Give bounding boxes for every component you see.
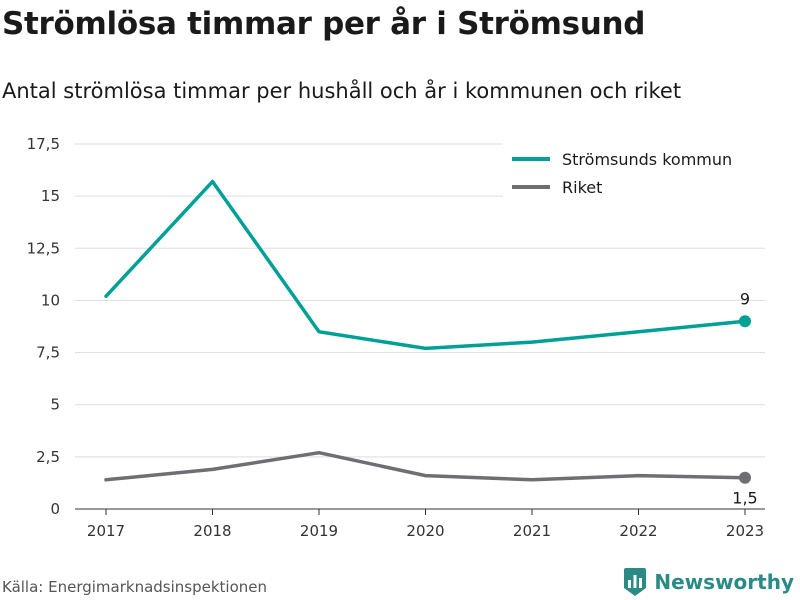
x-tick-label: 2023 — [726, 522, 764, 540]
data-label: 9 — [740, 289, 750, 308]
series-lines: 91,5 — [104, 179, 758, 508]
brand-logo: Newsworthy — [624, 568, 794, 596]
legend: Strömsunds kommun Riket — [503, 140, 765, 202]
legend-background — [503, 140, 765, 202]
legend-label: Strömsunds kommun — [562, 150, 732, 169]
brand-name: Newsworthy — [654, 570, 794, 594]
x-tick-label: 2020 — [406, 522, 444, 540]
series-end-point — [739, 315, 751, 328]
y-tick-label: 15 — [41, 187, 60, 205]
source-note: Källa: Energimarknadsinspektionen — [2, 578, 268, 596]
series-line-riket — [104, 450, 747, 482]
y-tick-label: 7,5 — [36, 344, 60, 362]
y-tick-label: 5 — [50, 396, 60, 414]
x-tick-label: 2021 — [513, 522, 551, 540]
chart-title: Strömlösa timmar per år i Strömsund — [2, 6, 646, 42]
y-tick-label: 10 — [41, 291, 60, 309]
y-tick-label: 2,5 — [36, 448, 60, 466]
line-chart: 0 2,5 5 7,5 10 12,5 15 17,5 2017 2018 2019 2020 202… — [27, 135, 765, 540]
series-line-kommun — [104, 179, 747, 351]
x-tick-label: 2017 — [87, 522, 125, 540]
grid-lines — [75, 143, 765, 510]
chart-subtitle: Antal strömlösa timmar per hushåll och å… — [2, 79, 682, 103]
x-tick-label: 2018 — [193, 522, 231, 540]
x-axis-ticks: 2017 2018 2019 2020 2021 2022 2023 — [87, 509, 764, 540]
y-tick-label: 17,5 — [27, 135, 60, 153]
newsworthy-logo-icon — [624, 568, 647, 596]
y-tick-label: 0 — [50, 500, 60, 518]
x-tick-label: 2019 — [300, 522, 338, 540]
x-tick-label: 2022 — [619, 522, 657, 540]
y-axis-ticks: 0 2,5 5 7,5 10 12,5 15 17,5 — [27, 135, 60, 518]
series-end-point — [739, 471, 751, 484]
y-tick-label: 12,5 — [27, 239, 60, 257]
legend-label: Riket — [562, 178, 602, 197]
data-label: 1,5 — [732, 489, 757, 508]
